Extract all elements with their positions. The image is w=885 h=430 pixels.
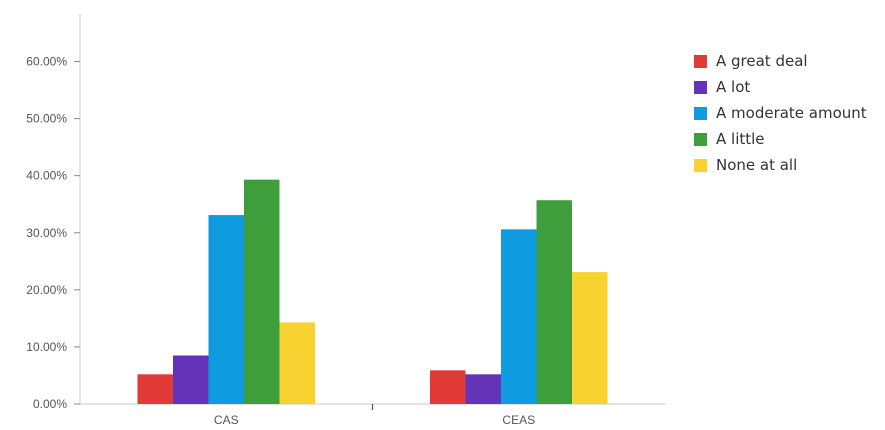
legend-item: None at all <box>694 152 867 178</box>
x-category-label: CAS <box>214 413 239 427</box>
bar <box>279 322 315 404</box>
bar <box>536 200 572 404</box>
y-tick-label: 20.00% <box>26 283 67 297</box>
legend-item: A moderate amount <box>694 100 867 126</box>
legend-swatch <box>694 132 707 146</box>
bar <box>244 179 280 404</box>
bar <box>173 355 209 404</box>
bar <box>501 229 537 404</box>
bar <box>430 370 466 404</box>
legend-item: A great deal <box>694 48 867 74</box>
legend-item: A lot <box>694 74 867 100</box>
legend-label: A moderate amount <box>716 104 867 122</box>
legend-swatch <box>694 106 707 120</box>
legend-swatch <box>694 80 707 94</box>
bar <box>208 215 244 404</box>
x-axis: CAS CEAS <box>80 403 665 427</box>
legend-label: A great deal <box>716 52 808 70</box>
y-tick-label: 30.00% <box>26 226 67 240</box>
y-tick-label: 40.00% <box>26 169 67 183</box>
legend-swatch <box>694 54 707 68</box>
legend-label: None at all <box>716 156 798 174</box>
y-tick-label: 0.00% <box>33 397 67 411</box>
legend: A great deal A lot A moderate amount A litt… <box>694 48 867 178</box>
y-axis: 0.00% 10.00% 20.00% 30.00% 40.00% 50.00% 60.00… <box>26 14 81 411</box>
x-category-label: CEAS <box>502 413 535 427</box>
bars <box>137 179 608 404</box>
legend-label: A little <box>716 130 765 148</box>
y-tick-label: 10.00% <box>26 340 67 354</box>
legend-swatch <box>694 158 707 172</box>
legend-item: A little <box>694 126 867 152</box>
bar <box>137 374 173 404</box>
bar <box>572 272 608 404</box>
y-tick-label: 50.00% <box>26 112 67 126</box>
bar <box>465 374 501 404</box>
y-tick-label: 60.00% <box>26 55 67 69</box>
legend-label: A lot <box>716 78 751 96</box>
